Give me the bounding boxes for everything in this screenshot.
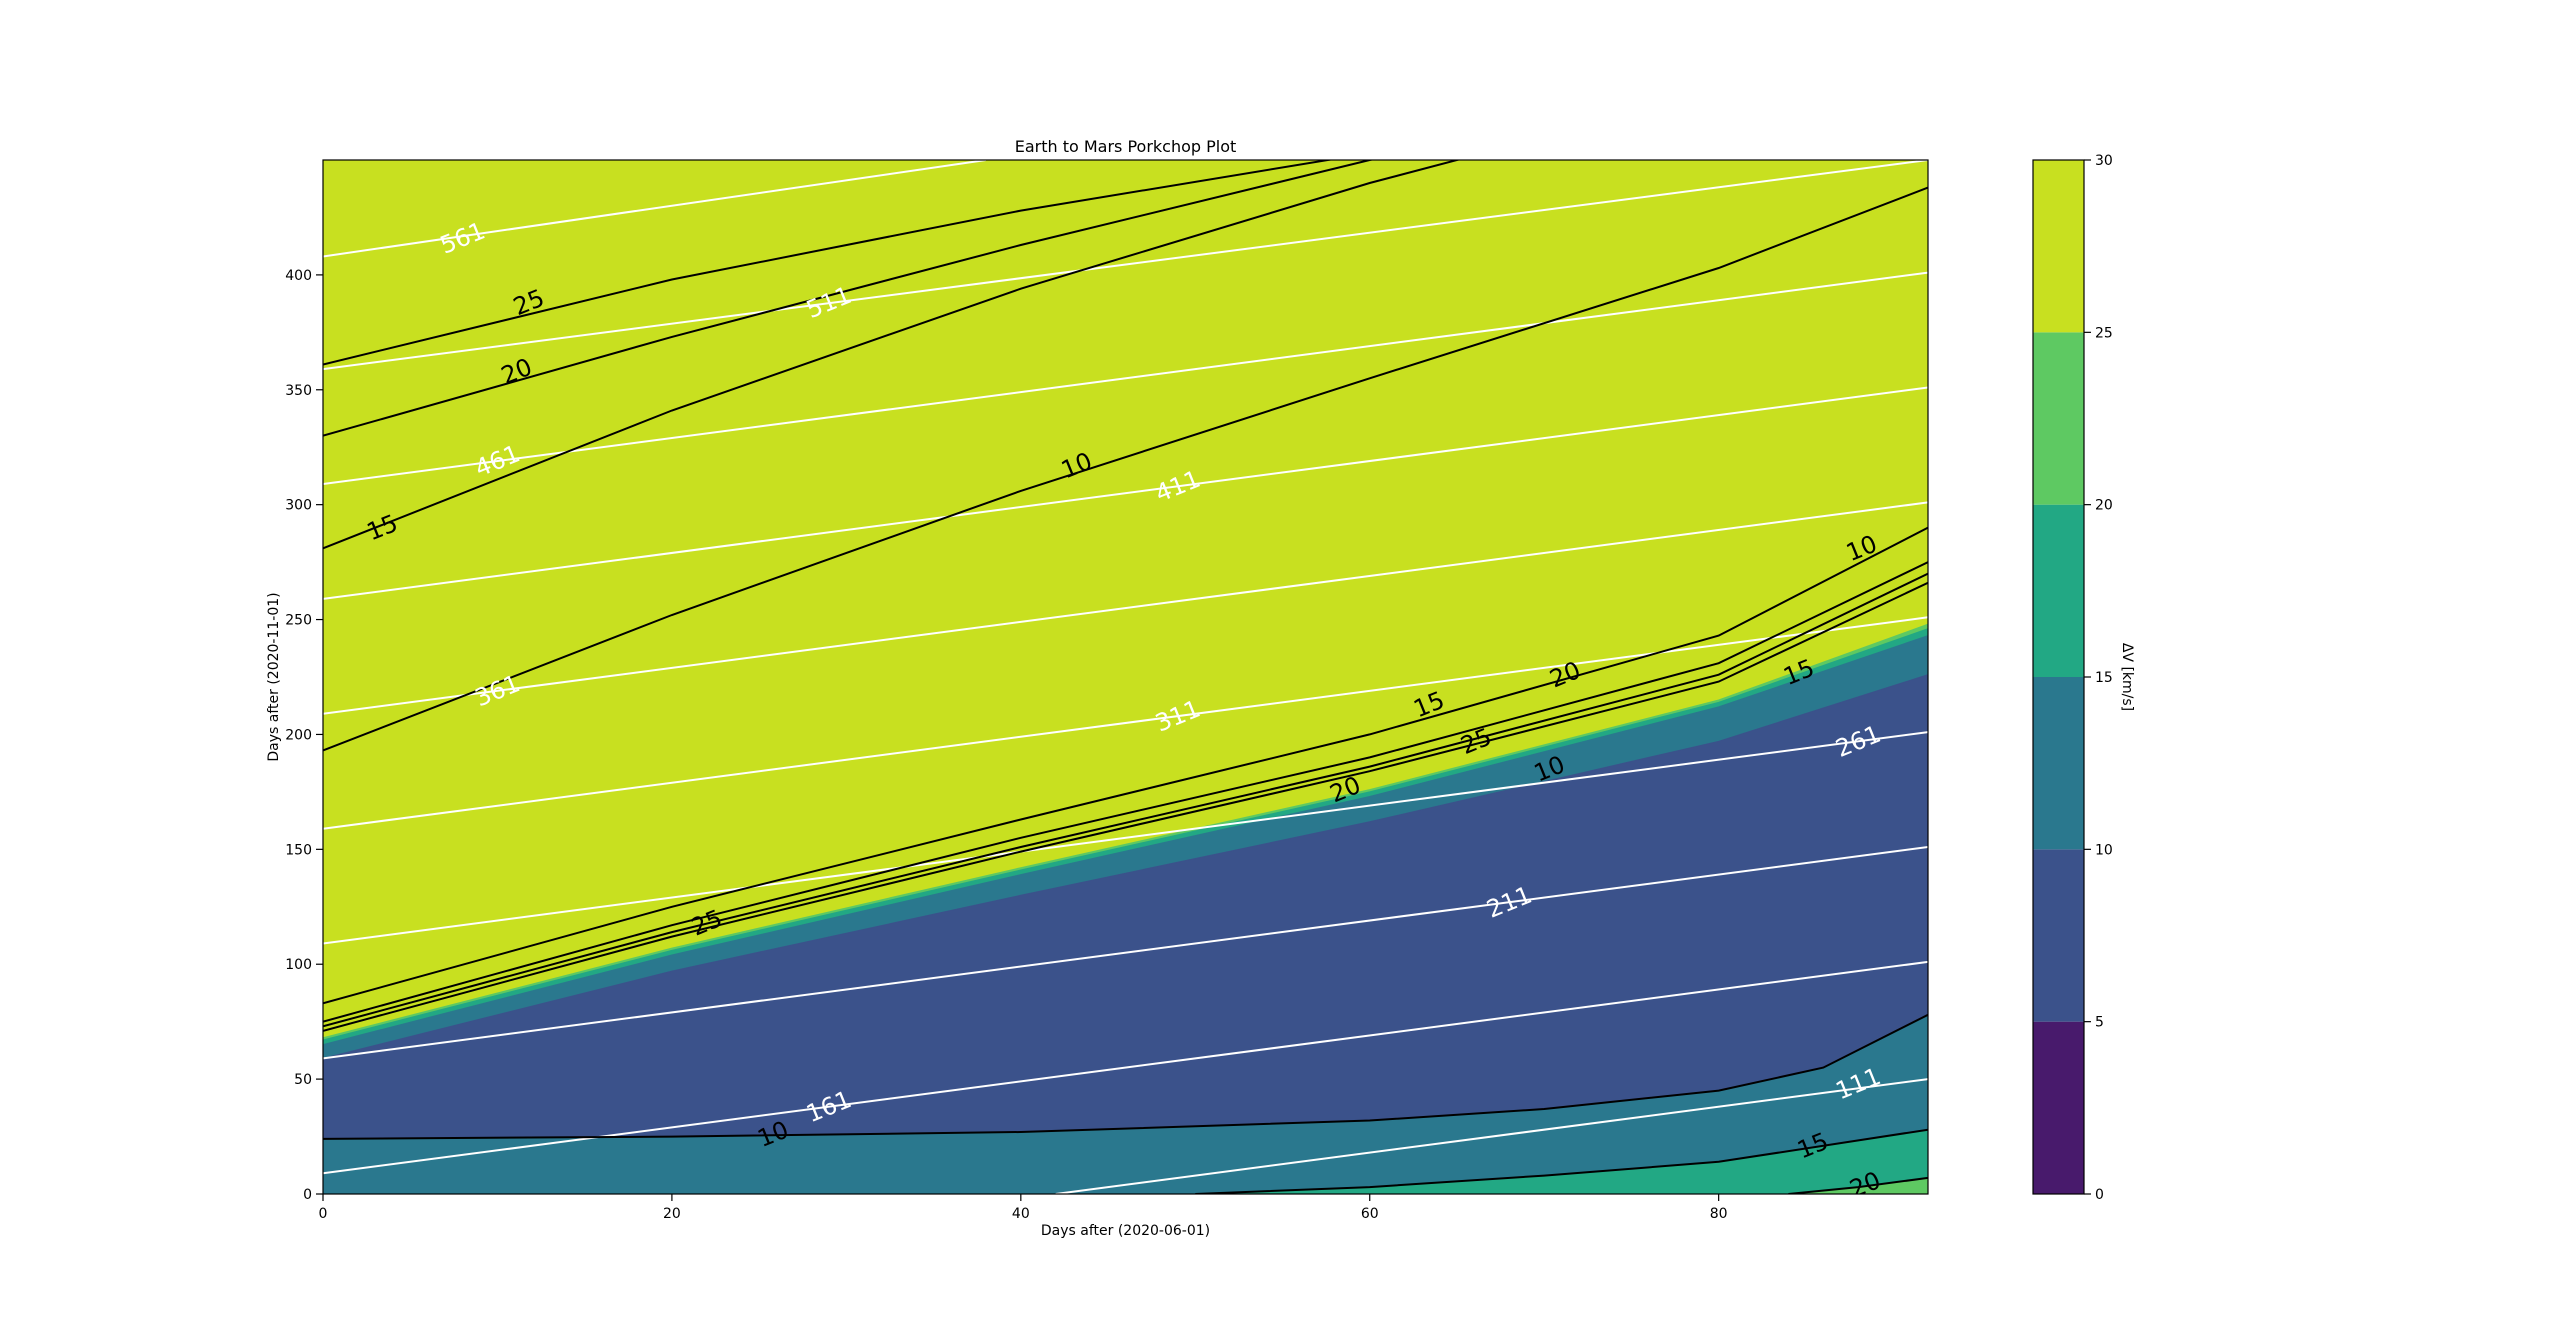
colorbar-band-5-10 (2033, 849, 2084, 1022)
dv-line-20-6 (323, 572, 1928, 1028)
dv-line-15-9 (1195, 1128, 1928, 1194)
colorbar-tick-label: 0 (2095, 1187, 2104, 1203)
x-axis-label: Days after (2020-06-01) (1041, 1223, 1210, 1239)
filled-contours (323, 160, 1928, 1194)
tof-line-111 (1055, 1078, 1928, 1194)
colorbar-label: ΔV [km/s] (2119, 643, 2135, 711)
y-axis-label: Days after (2020-11-01) (266, 592, 282, 761)
colorbar-tick-label: 5 (2095, 1015, 2104, 1031)
colorbar-tick-label: 25 (2095, 325, 2113, 341)
y-axis-ticks: 0 50 100 150 200 250 300 350 400 (285, 268, 323, 1203)
colorbar-tick-label: 30 (2095, 153, 2113, 169)
y-tick-label: 150 (285, 842, 312, 858)
dv-line-15-5 (323, 561, 1928, 1023)
x-tick-label: 40 (1012, 1206, 1030, 1222)
dv-line-20-10 (1788, 1176, 1928, 1194)
y-tick-label: 200 (285, 727, 312, 743)
colorbar-band-25-30 (2033, 160, 2084, 333)
y-tick-label: 400 (285, 268, 312, 284)
tof-line-261 (323, 731, 1928, 945)
y-tick-label: 350 (285, 383, 312, 399)
x-axis-ticks: 0 20 40 60 80 (319, 1194, 1728, 1222)
plot-frame (322, 159, 1929, 1195)
y-tick-label: 50 (294, 1072, 312, 1088)
contour-labels: 5615114614113613112612111611112520151010… (363, 217, 1885, 1194)
y-tick-label: 250 (285, 613, 312, 629)
colorbar-band-20-25 (2033, 332, 2084, 505)
y-tick-label: 300 (285, 498, 312, 514)
colorbar-band-15-20 (2033, 504, 2084, 677)
y-tick-label: 0 (303, 1187, 312, 1203)
dv-line-10-8 (323, 1013, 1928, 1140)
colorbar-band-0-5 (2033, 1021, 2084, 1194)
dv-line-10-4 (323, 526, 1928, 1005)
colorbar: 0 5 10 15 20 25 30 (2032, 153, 2113, 1203)
dv-line-20-1 (323, 160, 1375, 437)
tof-line-511 (323, 160, 1928, 371)
tof-line-411 (323, 386, 1928, 600)
dv-line-15-2 (323, 160, 1461, 550)
colorbar-band-10-15 (2033, 677, 2084, 850)
x-tick-label: 80 (1710, 1206, 1728, 1222)
dv-line-25-7 (323, 581, 1928, 1032)
y-tick-label: 100 (285, 957, 312, 973)
x-tick-label: 20 (663, 1206, 681, 1222)
colorbar-tick-label: 20 (2095, 498, 2113, 514)
tof-line-561 (323, 160, 987, 258)
x-tick-label: 0 (319, 1206, 328, 1222)
tof-line-361 (323, 501, 1928, 715)
colorbar-tick-label: 10 (2095, 842, 2113, 858)
dv-line-10-3 (323, 186, 1928, 752)
chart-title: Earth to Mars Porkchop Plot (1015, 137, 1237, 156)
dv-line-25-0 (323, 160, 1334, 366)
tof-line-461 (323, 271, 1928, 485)
tof-line-211 (323, 846, 1928, 1060)
tof-contour-lines (323, 160, 1928, 1194)
colorbar-tick-label: 15 (2095, 670, 2113, 686)
x-tick-label: 60 (1361, 1206, 1379, 1222)
dv-contour-lines (323, 160, 1928, 1194)
